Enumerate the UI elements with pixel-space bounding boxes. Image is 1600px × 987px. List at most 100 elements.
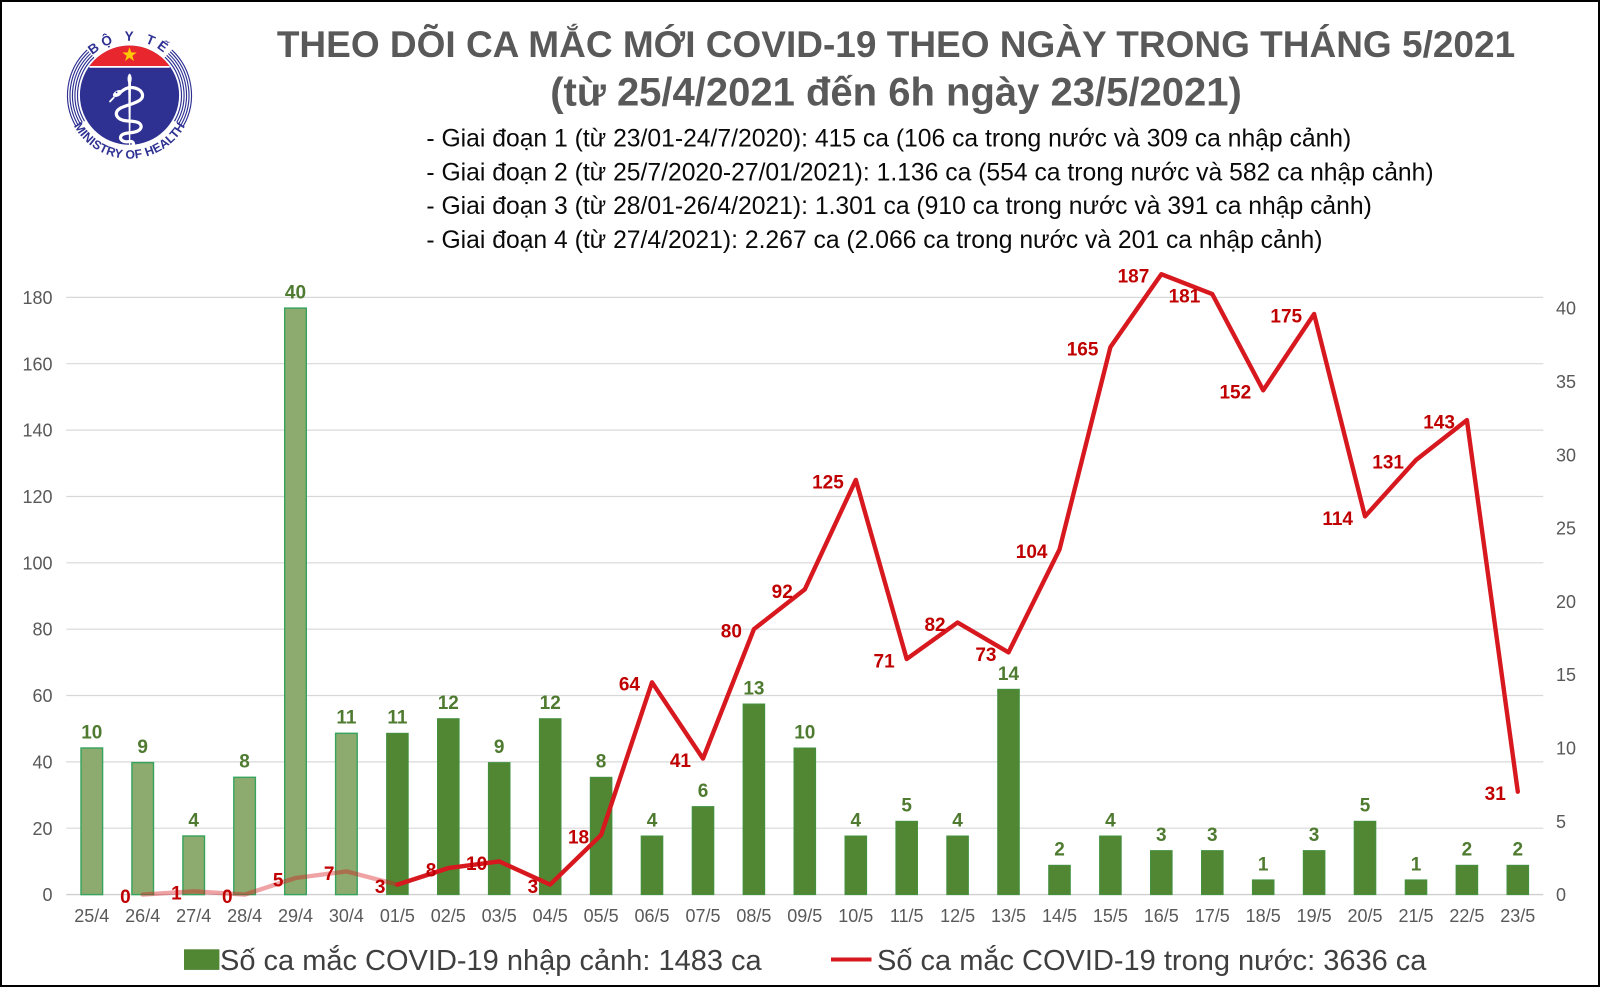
- svg-text:27/4: 27/4: [176, 906, 211, 926]
- svg-text:10: 10: [1556, 739, 1576, 759]
- svg-text:12: 12: [540, 693, 561, 714]
- svg-text:131: 131: [1372, 452, 1404, 473]
- svg-text:0: 0: [1556, 885, 1566, 905]
- svg-text:3: 3: [375, 877, 386, 898]
- svg-text:20/5: 20/5: [1347, 906, 1382, 926]
- svg-text:12/5: 12/5: [940, 906, 975, 926]
- svg-text:19/5: 19/5: [1297, 906, 1332, 926]
- svg-text:0: 0: [42, 885, 52, 905]
- svg-text:31: 31: [1485, 784, 1507, 805]
- svg-text:3: 3: [1207, 825, 1218, 846]
- svg-text:08/5: 08/5: [736, 906, 771, 926]
- svg-text:100: 100: [22, 553, 52, 573]
- svg-text:09/5: 09/5: [787, 906, 822, 926]
- svg-text:28/4: 28/4: [227, 906, 262, 926]
- svg-text:06/5: 06/5: [634, 906, 669, 926]
- svg-text:140: 140: [22, 421, 52, 441]
- svg-text:2: 2: [1513, 840, 1524, 861]
- svg-text:40: 40: [285, 283, 306, 304]
- svg-text:4: 4: [851, 810, 862, 831]
- svg-text:160: 160: [22, 354, 52, 374]
- svg-text:02/5: 02/5: [431, 906, 466, 926]
- svg-text:114: 114: [1322, 509, 1353, 530]
- svg-text:- Giai đoạn 3 (từ 28/01-26/4/2: - Giai đoạn 3 (từ 28/01-26/4/2021): 1.30…: [426, 193, 1371, 220]
- svg-text:104: 104: [1016, 542, 1048, 563]
- svg-text:4: 4: [647, 810, 658, 831]
- svg-text:23/5: 23/5: [1500, 906, 1535, 926]
- svg-text:73: 73: [975, 645, 996, 666]
- svg-text:29/4: 29/4: [278, 906, 313, 926]
- svg-text:10: 10: [794, 722, 815, 743]
- svg-text:40: 40: [1556, 299, 1576, 319]
- svg-text:11/5: 11/5: [890, 906, 924, 926]
- svg-text:165: 165: [1067, 340, 1099, 361]
- svg-text:20: 20: [32, 819, 52, 839]
- svg-text:0: 0: [120, 887, 131, 908]
- svg-text:5: 5: [1556, 812, 1566, 832]
- svg-text:181: 181: [1169, 287, 1201, 308]
- svg-text:18/5: 18/5: [1246, 906, 1281, 926]
- svg-text:143: 143: [1423, 413, 1455, 434]
- svg-text:92: 92: [772, 582, 793, 603]
- svg-text:9: 9: [494, 737, 505, 758]
- svg-text:14/5: 14/5: [1042, 906, 1077, 926]
- svg-text:26/4: 26/4: [125, 906, 160, 926]
- svg-text:3: 3: [1156, 825, 1167, 846]
- svg-text:71: 71: [874, 652, 896, 673]
- svg-text:10: 10: [466, 854, 487, 875]
- svg-text:Số ca mắc COVID-19 nhập cảnh:: Số ca mắc COVID-19 nhập cảnh: 1483 ca: [220, 944, 763, 977]
- svg-text:2: 2: [1462, 840, 1473, 861]
- svg-text:5: 5: [1360, 796, 1371, 817]
- svg-text:1: 1: [1411, 854, 1422, 875]
- svg-text:22/5: 22/5: [1449, 906, 1484, 926]
- svg-text:3: 3: [1309, 825, 1320, 846]
- svg-text:125: 125: [812, 472, 844, 493]
- svg-text:30/4: 30/4: [329, 906, 364, 926]
- svg-text:18: 18: [568, 827, 589, 848]
- svg-text:152: 152: [1219, 383, 1251, 404]
- svg-text:6: 6: [698, 781, 709, 802]
- svg-text:8: 8: [596, 752, 607, 773]
- svg-text:35: 35: [1556, 372, 1576, 392]
- svg-text:1: 1: [171, 884, 182, 905]
- svg-text:7: 7: [324, 864, 335, 885]
- svg-text:41: 41: [670, 751, 692, 772]
- svg-text:- Giai đoạn 4 (từ 27/4/2021):: - Giai đoạn 4 (từ 27/4/2021): 2.267 ca (…: [426, 227, 1322, 254]
- svg-text:10: 10: [81, 722, 102, 743]
- svg-text:21/5: 21/5: [1398, 906, 1433, 926]
- svg-text:15: 15: [1556, 665, 1576, 685]
- svg-text:4: 4: [952, 810, 963, 831]
- svg-text:- Giai đoạn 2 (từ 25/7/2020-27: - Giai đoạn 2 (từ 25/7/2020-27/01/2021):…: [426, 159, 1433, 186]
- svg-text:12: 12: [438, 693, 459, 714]
- svg-text:187: 187: [1118, 267, 1150, 288]
- svg-text:20: 20: [1556, 592, 1576, 612]
- svg-text:17/5: 17/5: [1195, 906, 1230, 926]
- svg-text:THEO DÕI CA MẮC MỚI COVID-19 T: THEO DÕI CA MẮC MỚI COVID-19 THEO NGÀY T…: [277, 23, 1515, 65]
- svg-text:40: 40: [32, 752, 52, 772]
- svg-text:15/5: 15/5: [1093, 906, 1128, 926]
- svg-text:4: 4: [1105, 810, 1116, 831]
- svg-text:175: 175: [1270, 306, 1302, 327]
- svg-text:Số ca mắc COVID-19 trong nước:: Số ca mắc COVID-19 trong nước: 3636 ca: [877, 944, 1427, 977]
- svg-text:25/4: 25/4: [74, 906, 109, 926]
- svg-text:120: 120: [22, 487, 52, 507]
- svg-text:05/5: 05/5: [584, 906, 619, 926]
- svg-text:- Giai đoạn 1 (từ 23/01-24/7/2: - Giai đoạn 1 (từ 23/01-24/7/2020): 415 …: [426, 126, 1351, 153]
- svg-text:11: 11: [336, 708, 357, 729]
- svg-text:4: 4: [188, 810, 199, 831]
- svg-text:5: 5: [273, 870, 284, 891]
- svg-text:2: 2: [1054, 840, 1065, 861]
- svg-text:8: 8: [426, 861, 437, 882]
- svg-text:07/5: 07/5: [685, 906, 720, 926]
- svg-text:03/5: 03/5: [482, 906, 517, 926]
- svg-text:82: 82: [924, 615, 945, 636]
- svg-text:30: 30: [1556, 445, 1576, 465]
- svg-text:80: 80: [721, 622, 742, 643]
- svg-text:64: 64: [619, 675, 641, 696]
- svg-text:60: 60: [32, 686, 52, 706]
- svg-text:8: 8: [239, 752, 250, 773]
- svg-text:5: 5: [901, 796, 912, 817]
- svg-text:01/5: 01/5: [380, 906, 415, 926]
- svg-text:80: 80: [32, 620, 52, 640]
- svg-text:10/5: 10/5: [838, 906, 873, 926]
